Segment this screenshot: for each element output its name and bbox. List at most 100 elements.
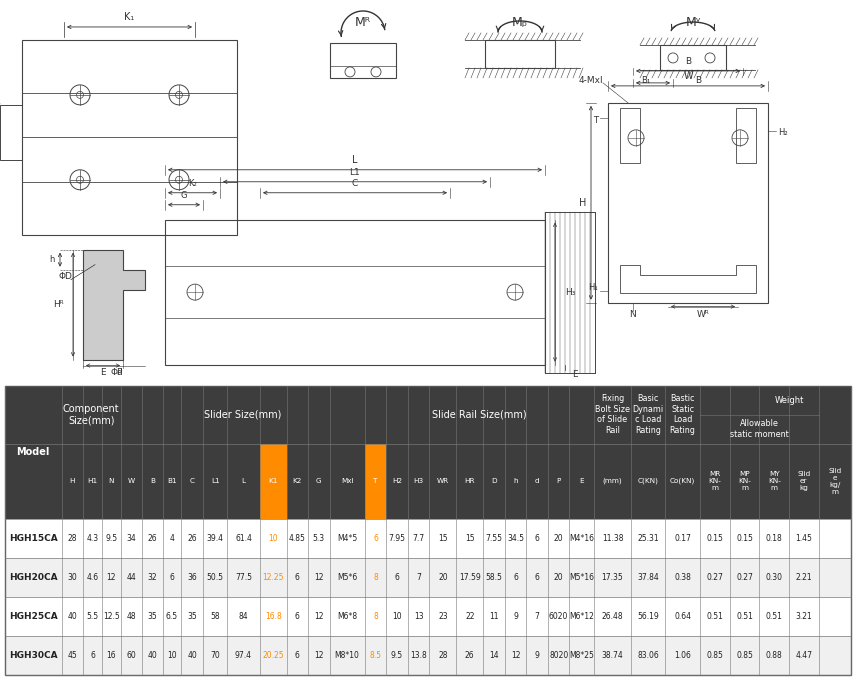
Text: 6: 6 — [90, 651, 95, 660]
Bar — [165, 220, 545, 364]
Text: 0.51: 0.51 — [736, 612, 753, 621]
Text: 9: 9 — [535, 651, 539, 660]
Text: Basic
Dynami
c Load
Rating: Basic Dynami c Load Rating — [633, 395, 663, 435]
Bar — [259, 443, 287, 519]
Text: 60: 60 — [127, 651, 136, 660]
Text: 0.51: 0.51 — [706, 612, 723, 621]
Bar — [5, 385, 851, 519]
Text: 7.7: 7.7 — [413, 533, 425, 543]
Bar — [730, 443, 759, 519]
Text: Mₚ: Mₚ — [512, 16, 528, 30]
Text: 36: 36 — [187, 573, 197, 582]
Text: 5.5: 5.5 — [86, 612, 98, 621]
Text: 6: 6 — [535, 573, 539, 582]
Text: HR: HR — [465, 478, 475, 484]
Text: 0.27: 0.27 — [736, 573, 753, 582]
Text: HGH15CA: HGH15CA — [9, 533, 57, 543]
Text: C: C — [190, 478, 195, 484]
Text: 20: 20 — [554, 533, 563, 543]
Text: 7.95: 7.95 — [389, 533, 406, 543]
Bar — [456, 443, 484, 519]
Text: 40: 40 — [187, 651, 197, 660]
Text: 1.06: 1.06 — [675, 651, 691, 660]
Text: 4-Mxl: 4-Mxl — [579, 77, 603, 85]
Text: D: D — [491, 478, 496, 484]
Text: 8: 8 — [373, 612, 377, 621]
Text: 4.85: 4.85 — [288, 533, 306, 543]
Text: L: L — [353, 155, 358, 165]
Bar — [665, 443, 700, 519]
Text: 1.45: 1.45 — [795, 533, 812, 543]
Text: H2: H2 — [392, 478, 402, 484]
Bar — [789, 443, 818, 519]
Text: M6*12: M6*12 — [569, 612, 594, 621]
Bar — [505, 443, 526, 519]
Text: 12: 12 — [314, 651, 324, 660]
Text: B: B — [685, 57, 691, 66]
Bar — [5, 597, 851, 636]
Text: 50.5: 50.5 — [206, 573, 223, 582]
Text: 40: 40 — [68, 612, 77, 621]
Bar — [700, 443, 730, 519]
Text: 6: 6 — [294, 573, 300, 582]
Text: 5.3: 5.3 — [312, 533, 325, 543]
Bar — [330, 43, 396, 78]
Text: 13.8: 13.8 — [410, 651, 427, 660]
Text: 56.19: 56.19 — [638, 612, 659, 621]
Text: 16: 16 — [107, 651, 116, 660]
Text: MR
KN-
m: MR KN- m — [709, 471, 722, 492]
Text: 8.5: 8.5 — [370, 651, 382, 660]
Text: Wᴿ: Wᴿ — [697, 310, 710, 319]
Bar — [163, 443, 181, 519]
Text: 12: 12 — [314, 573, 324, 582]
Text: MY
KN-
m: MY KN- m — [768, 471, 781, 492]
Bar — [736, 108, 756, 162]
Text: 34: 34 — [127, 533, 136, 543]
Text: 12: 12 — [314, 612, 324, 621]
Text: Slide Rail Size(mm): Slide Rail Size(mm) — [432, 410, 526, 420]
Text: 6: 6 — [513, 573, 518, 582]
Text: 30: 30 — [68, 573, 77, 582]
Text: 4.3: 4.3 — [86, 533, 98, 543]
Text: 38.74: 38.74 — [602, 651, 623, 660]
Bar — [430, 443, 456, 519]
Text: B1: B1 — [167, 478, 177, 484]
Text: H₁: H₁ — [588, 283, 598, 292]
Text: 7: 7 — [416, 573, 421, 582]
Text: 4.47: 4.47 — [795, 651, 812, 660]
Text: 9.5: 9.5 — [105, 533, 117, 543]
Text: L1: L1 — [211, 478, 219, 484]
Text: T: T — [593, 116, 598, 125]
Text: HGH25CA: HGH25CA — [9, 612, 57, 621]
Text: H1: H1 — [87, 478, 98, 484]
Text: 26.48: 26.48 — [602, 612, 623, 621]
Text: M8*25: M8*25 — [569, 651, 594, 660]
Text: 10: 10 — [268, 533, 278, 543]
Text: 61.4: 61.4 — [235, 533, 252, 543]
Text: 12.25: 12.25 — [262, 573, 284, 582]
Bar — [569, 443, 594, 519]
Text: Component
Size(mm): Component Size(mm) — [62, 403, 120, 425]
Text: 0.15: 0.15 — [736, 533, 753, 543]
Text: L1: L1 — [349, 168, 360, 177]
Bar — [759, 443, 789, 519]
Bar — [526, 443, 548, 519]
Text: 9.5: 9.5 — [391, 651, 403, 660]
Text: H: H — [69, 478, 75, 484]
Text: 12: 12 — [107, 573, 116, 582]
Text: ΦD: ΦD — [58, 272, 72, 281]
Polygon shape — [83, 250, 145, 359]
Text: Model: Model — [16, 447, 50, 457]
Text: HGH30CA: HGH30CA — [9, 651, 57, 660]
Text: 23: 23 — [438, 612, 448, 621]
Text: 6: 6 — [395, 573, 400, 582]
Text: M4*5: M4*5 — [337, 533, 357, 543]
Text: H₃: H₃ — [565, 288, 575, 297]
Text: 77.5: 77.5 — [235, 573, 252, 582]
Text: E: E — [580, 478, 584, 484]
Text: 10: 10 — [392, 612, 401, 621]
Text: H₂: H₂ — [778, 129, 788, 137]
Text: M5*16: M5*16 — [569, 573, 594, 582]
Text: L: L — [241, 478, 246, 484]
Bar — [0, 105, 22, 160]
